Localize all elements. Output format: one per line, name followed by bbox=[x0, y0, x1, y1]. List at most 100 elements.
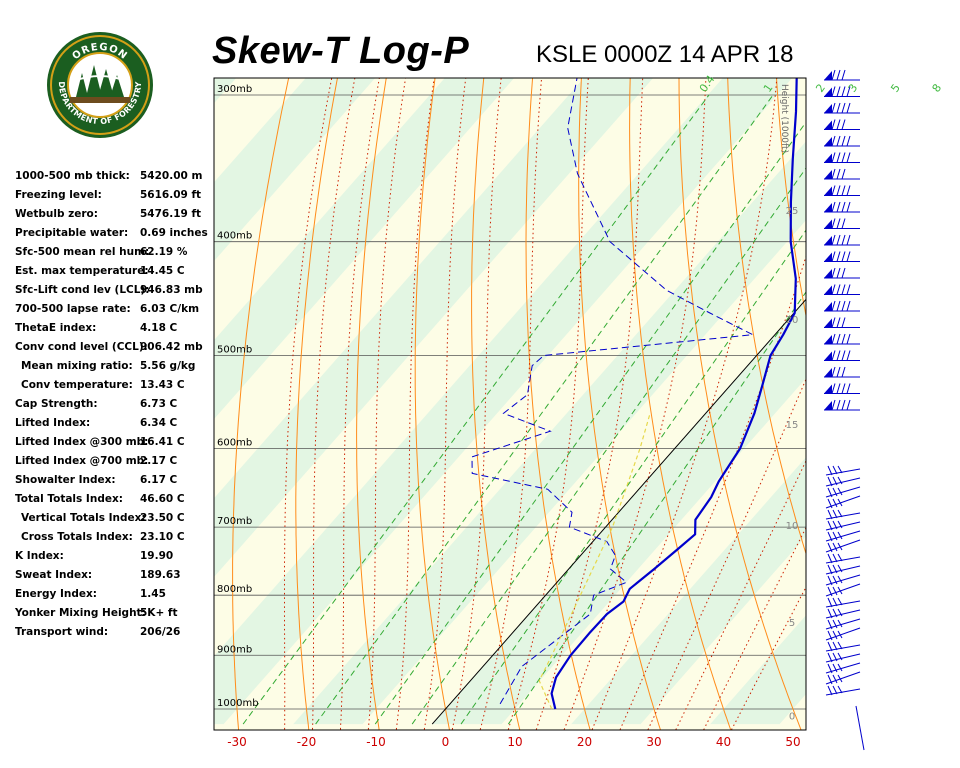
wind-barb-feather bbox=[827, 608, 833, 619]
oregon-forestry-logo: OREGON DEPARTMENT OF FORESTRY bbox=[46, 31, 154, 139]
wind-barb-feather bbox=[827, 487, 833, 498]
moist-adiabat bbox=[367, 78, 407, 730]
wind-barb-pennant bbox=[824, 318, 832, 328]
wind-barb-feather bbox=[846, 300, 851, 312]
wind-barb-feather bbox=[832, 531, 838, 541]
index-label: Sfc-Lift cond lev (LCL): bbox=[15, 284, 150, 296]
temperature-tick-label: -10 bbox=[366, 735, 386, 749]
wind-barb-feather bbox=[837, 564, 843, 573]
sounding-profiles bbox=[471, 78, 798, 710]
wind-barb-feather bbox=[832, 509, 838, 519]
index-label: Lifted Index @300 mb: bbox=[15, 436, 149, 448]
index-value: 5616.09 ft bbox=[140, 189, 202, 201]
dry-adiabat bbox=[678, 78, 802, 730]
wind-barb-feather bbox=[846, 152, 851, 163]
wind-barb-feather bbox=[832, 542, 838, 552]
temperature-band bbox=[223, 78, 806, 725]
wind-barb-feather bbox=[836, 267, 841, 279]
mixing-ratio-line bbox=[242, 94, 710, 725]
index-row: ThetaE index: 4.18 C bbox=[15, 319, 215, 338]
wind-barb-pennant bbox=[824, 269, 832, 278]
index-value: 6.17 C bbox=[140, 474, 178, 486]
dry-adiabat bbox=[818, 0, 960, 734]
index-row: Est. max temperature: 14.45 C bbox=[15, 262, 215, 281]
index-row: Lifted Index: 6.34 C bbox=[15, 414, 215, 433]
index-row: Freezing level: 5616.09 ft bbox=[15, 186, 215, 205]
wind-barb-feather bbox=[837, 586, 843, 595]
wind-barbs bbox=[824, 69, 865, 751]
wind-barb-feather bbox=[831, 366, 836, 378]
temperature-tick-label: -20 bbox=[297, 735, 317, 749]
wind-barb-feather bbox=[841, 366, 846, 378]
index-value: 23.10 C bbox=[140, 531, 185, 543]
wind-barb-feather bbox=[832, 652, 838, 662]
wind-barb bbox=[825, 652, 861, 663]
wind-barb-feather bbox=[846, 185, 851, 196]
wind-barb-feather bbox=[836, 218, 841, 229]
temperature-tick-label: 20 bbox=[577, 735, 592, 749]
wind-barb-pennant bbox=[824, 71, 832, 80]
wind-barb-feather bbox=[832, 564, 838, 574]
temperature-band bbox=[214, 78, 793, 725]
temperature-tick-label: 0 bbox=[442, 735, 450, 749]
wind-barb-feather bbox=[841, 399, 846, 411]
index-value: 19.90 bbox=[140, 550, 174, 562]
wind-barb-pennant bbox=[824, 302, 832, 311]
height-tick-label: 25 bbox=[786, 206, 799, 217]
index-label: Vertical Totals Index: bbox=[21, 512, 146, 524]
index-row: Sweat Index: 189.63 bbox=[15, 566, 215, 585]
wind-barb bbox=[824, 119, 860, 130]
mixing-ratio-line bbox=[374, 121, 806, 725]
wind-barb-feather bbox=[831, 185, 836, 196]
height-tick-label: 5 bbox=[789, 618, 795, 629]
wind-barb-feather bbox=[827, 630, 833, 641]
wind-barb-feather bbox=[831, 69, 836, 81]
wind-barb-shaft bbox=[825, 539, 861, 553]
wind-barb-feather bbox=[836, 300, 841, 312]
wind-barb-shaft bbox=[825, 583, 861, 597]
pressure-label: 1000mb bbox=[217, 698, 259, 709]
index-value: 5476.19 ft bbox=[140, 208, 202, 220]
wind-barb bbox=[825, 627, 861, 641]
index-value: 906.42 mb bbox=[140, 341, 203, 353]
wind-barb bbox=[824, 300, 860, 312]
index-label: Mean mixing ratio: bbox=[21, 360, 133, 372]
pressure-label: 300mb bbox=[217, 84, 252, 95]
wind-barb-feather bbox=[846, 102, 851, 114]
wind-barb-feather bbox=[827, 575, 833, 586]
wind-barb-feather bbox=[832, 674, 838, 684]
wind-barb-feather bbox=[837, 674, 843, 683]
wind-barb-feather bbox=[832, 465, 838, 475]
wind-barb bbox=[824, 69, 860, 81]
wind-barb-feather bbox=[831, 383, 836, 394]
wind-barb-feather bbox=[846, 333, 851, 345]
index-row: Wetbulb zero: 5476.19 ft bbox=[15, 205, 215, 224]
wind-barb-feather bbox=[841, 201, 846, 213]
wind-barb bbox=[824, 350, 860, 361]
index-value: 946.83 mb bbox=[140, 284, 203, 296]
wind-barb-feather bbox=[831, 251, 836, 262]
index-row: Energy Index: 1.45 bbox=[15, 585, 215, 604]
wind-barb-feather bbox=[841, 383, 846, 394]
index-label: Cross Totals Index: bbox=[21, 531, 133, 543]
dry-adiabat bbox=[232, 78, 290, 730]
mixing-ratio-line bbox=[411, 167, 806, 725]
wind-barb bbox=[824, 86, 860, 97]
wind-barb-feather bbox=[837, 465, 843, 474]
pressure-label: 800mb bbox=[217, 584, 252, 595]
wind-barb-feather bbox=[827, 520, 833, 531]
wind-barb-feather bbox=[831, 300, 836, 312]
wind-barb-pennant bbox=[824, 384, 832, 394]
wind-barb-feather bbox=[831, 135, 836, 147]
index-label: Conv temperature: bbox=[21, 379, 133, 391]
wind-barb-pennant bbox=[824, 153, 832, 163]
wind-barb-feather bbox=[832, 586, 838, 596]
wind-barb-pennant bbox=[824, 170, 832, 179]
wind-barb-feather bbox=[837, 509, 843, 518]
wind-barb-feather bbox=[832, 575, 838, 585]
index-value: 6.73 C bbox=[140, 398, 178, 410]
wind-barb-feather bbox=[837, 498, 843, 507]
wind-barb-pennant bbox=[824, 120, 832, 130]
wind-barb-feather bbox=[827, 465, 833, 476]
wind-barb-pennant bbox=[824, 351, 832, 361]
